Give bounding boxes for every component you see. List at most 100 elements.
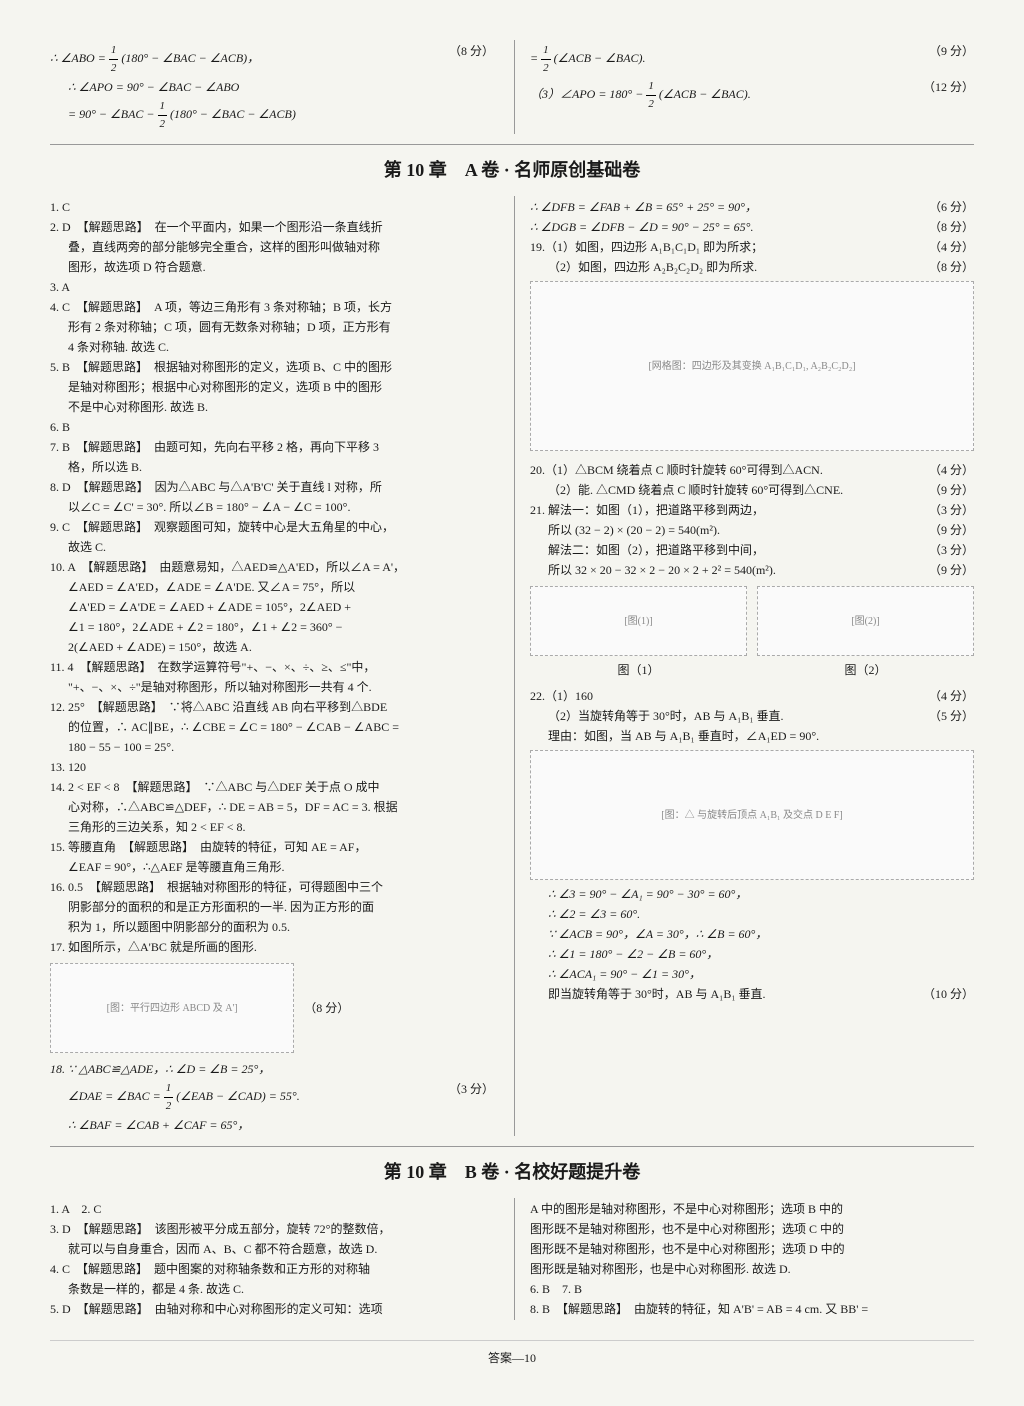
- text: ∴ ∠DGB = ∠DFB − ∠D = 90° − 25° = 65°.: [530, 220, 753, 234]
- den: 2: [109, 60, 119, 77]
- top-carryover: ∴ ∠ABO = 12 (180° − ∠BAC − ∠ACB)， （8 分） …: [50, 40, 974, 145]
- text: (∠ACB − ∠BAC).: [659, 87, 751, 101]
- text: 19.（1）如图，四边形 A₁B₁C₁D₁ 即为所求；: [530, 240, 763, 254]
- answer: 4. C 【解题思路】 A 项，等边三角形有 3 条对称轴；B 项，长方: [50, 298, 494, 316]
- line: 21. 解法一：如图（1），把道路平移到两边， （3 分）: [530, 501, 974, 519]
- text: 20.（1）△BCM 绕着点 C 顺时针旋转 60°可得到△ACN.: [530, 463, 823, 477]
- fraction: 12: [109, 42, 119, 76]
- text: ∴ ∠2 = ∠3 = 60°.: [548, 905, 974, 923]
- text: ∴ ∠1 = 180° − ∠2 − ∠B = 60°，: [548, 945, 974, 963]
- den: 2: [158, 116, 168, 133]
- text: 不是中心对称图形. 故选 B.: [68, 398, 494, 416]
- num: 1: [109, 42, 119, 60]
- score: （9 分）: [929, 42, 974, 60]
- figure-q21-1: [图(1)]: [530, 586, 747, 656]
- text: 是轴对称图形；根据中心对称图形的定义，选项 B 中的图形: [68, 378, 494, 396]
- fraction: 12: [158, 98, 168, 132]
- fraction: 12: [541, 42, 551, 76]
- text: 2(∠AED + ∠ADE) = 150°，故选 A.: [68, 638, 494, 656]
- chapter-a-body: 1. C 2. D 【解题思路】 在一个平面内，如果一个图形沿一条直线折 叠，直…: [50, 196, 974, 1136]
- answer: 3. D 【解题思路】 该图形被平分成五部分，旋转 72°的整数倍，: [50, 1220, 494, 1238]
- answer: 18. ∵ △ABC≌△ADE，∴ ∠D = ∠B = 25°，: [50, 1060, 494, 1078]
- text: (∠ACB − ∠BAC).: [554, 51, 646, 65]
- fraction: 12: [164, 1080, 174, 1114]
- text: 理由：如图，当 AB 与 A₁B₁ 垂直时，∠A₁ED = 90°.: [548, 727, 974, 745]
- text: 就可以与自身重合，因而 A、B、C 都不符合题意，故选 D.: [68, 1240, 494, 1258]
- text: (180° − ∠BAC − ∠ACB)，: [121, 51, 259, 65]
- line: 解法二：如图（2），把道路平移到中间， （3 分）: [548, 541, 974, 559]
- text: 条数是一样的，都是 4 条. 故选 C.: [68, 1280, 494, 1298]
- q21-fig-labels: 图（1） 图（2）: [530, 661, 974, 685]
- figure-q21-2: [图(2)]: [757, 586, 974, 656]
- chapter-a-left: 1. C 2. D 【解题思路】 在一个平面内，如果一个图形沿一条直线折 叠，直…: [50, 196, 494, 1136]
- figure-q17: [图：平行四边形 ABCD 及 A']: [50, 963, 294, 1053]
- text: （2）当旋转角等于 30°时，AB 与 A₁B₁ 垂直.: [548, 709, 784, 723]
- score: （3 分）: [449, 1080, 494, 1098]
- score: （3 分）: [929, 541, 974, 559]
- text: ∠1 = 180°，2∠ADE + ∠2 = 180°，∠1 + ∠2 = 36…: [68, 618, 494, 636]
- q21-figs: [图(1)] [图(2)]: [530, 581, 974, 661]
- text: =: [530, 51, 541, 65]
- answer: 1. A 2. C: [50, 1200, 494, 1218]
- line: ∴ ∠DGB = ∠DFB − ∠D = 90° − 25° = 65°. （8…: [530, 218, 974, 236]
- score: （8 分）: [449, 42, 494, 60]
- text: 的位置，∴ AC∥BE，∴ ∠CBE = ∠C = 180° − ∠CAB − …: [68, 718, 494, 736]
- text: ∴ ∠DFB = ∠FAB + ∠B = 65° + 25° = 90°，: [530, 200, 757, 214]
- line: 所以 32 × 20 − 32 × 2 − 20 × 2 + 2² = 540(…: [548, 561, 974, 579]
- text: ∵ ∠ACB = 90°，∠A = 30°，∴ ∠B = 60°，: [548, 925, 974, 943]
- answer: 13. 120: [50, 758, 494, 776]
- divider: [50, 1146, 974, 1147]
- text: ∠DAE = ∠BAC =: [68, 1089, 164, 1103]
- text: （2）能. △CMD 绕着点 C 顺时针旋转 60°可得到△CNE.: [548, 483, 843, 497]
- text: ∠EAF = 90°，∴△AEF 是等腰直角三角形.: [68, 858, 494, 876]
- text: 叠，直线两旁的部分能够完全重合，这样的图形叫做轴对称: [68, 238, 494, 256]
- score: （9 分）: [929, 521, 974, 539]
- answer: 5. B 【解题思路】 根据轴对称图形的定义，选项 B、C 中的图形: [50, 358, 494, 376]
- line: （3）∠APO = 180° − 12 (∠ACB − ∠BAC). （12 分…: [530, 78, 974, 112]
- text: 格，所以选 B.: [68, 458, 494, 476]
- line: （2）能. △CMD 绕着点 C 顺时针旋转 60°可得到△CNE. （9 分）: [548, 481, 974, 499]
- figure-q19: [网格图：四边形及其变换 A₁B₁C₁D₁, A₂B₂C₂D₂]: [530, 281, 974, 451]
- num: 1: [164, 1080, 174, 1098]
- text: 180 − 55 − 100 = 25°.: [68, 738, 494, 756]
- line: 19.（1）如图，四边形 A₁B₁C₁D₁ 即为所求； （4 分）: [530, 238, 974, 256]
- den: 2: [541, 60, 551, 77]
- answer: 15. 等腰直角 【解题思路】 由旋转的特征，可知 AE = AF，: [50, 838, 494, 856]
- answer: 4. C 【解题思路】 题中图案的对称轴条数和正方形的对称轴: [50, 1260, 494, 1278]
- answer: 1. C: [50, 198, 494, 216]
- text: 三角形的三边关系，知 2 < EF < 8.: [68, 818, 494, 836]
- answer: 2. D 【解题思路】 在一个平面内，如果一个图形沿一条直线折: [50, 218, 494, 236]
- line: ∠DAE = ∠BAC = 12 (∠EAB − ∠CAD) = 55°. （3…: [68, 1080, 494, 1114]
- answer: 6. B: [50, 418, 494, 436]
- text: 图形既不是轴对称图形，也不是中心对称图形；选项 C 中的: [530, 1220, 974, 1238]
- text: 以∠C = ∠C' = 30°. 所以∠B = 180° − ∠A − ∠C =…: [68, 498, 494, 516]
- score: （4 分）: [929, 461, 974, 479]
- text: ∠AED = ∠A'ED，∠ADE = ∠A'DE. 又∠A = 75°，所以: [68, 578, 494, 596]
- score: （10 分）: [923, 985, 974, 1003]
- text: （2）如图，四边形 A₂B₂C₂D₂ 即为所求.: [548, 260, 757, 274]
- num: 1: [158, 98, 168, 116]
- text: 心对称，∴△ABC≌△DEF，∴ DE = AB = 5，DF = AC = 3…: [68, 798, 494, 816]
- text: 22.（1）160: [530, 689, 593, 703]
- answer: 8. D 【解题思路】 因为△ABC 与△A'B'C' 关于直线 l 对称，所: [50, 478, 494, 496]
- chapter-a-right: ∴ ∠DFB = ∠FAB + ∠B = 65° + 25° = 90°， （6…: [514, 196, 974, 1136]
- answer: 3. A: [50, 278, 494, 296]
- q17-fig-row: [图：平行四边形 ABCD 及 A'] （8 分）: [50, 958, 494, 1058]
- score: （9 分）: [929, 561, 974, 579]
- den: 2: [164, 1098, 174, 1115]
- answer: 14. 2 < EF < 8 【解题思路】 ∵△ABC 与△DEF 关于点 O …: [50, 778, 494, 796]
- fig-label: 图（1）: [530, 661, 747, 679]
- answer: 12. 25° 【解题思路】 ∵将△ABC 沿直线 AB 向右平移到△BDE: [50, 698, 494, 716]
- text: ∴ ∠BAF = ∠CAB + ∠CAF = 65°，: [68, 1116, 494, 1134]
- text: ∴ ∠ABO =: [50, 51, 109, 65]
- text: 图形，故选项 D 符合题意.: [68, 258, 494, 276]
- num: 1: [541, 42, 551, 60]
- answer: 16. 0.5 【解题思路】 根据轴对称图形的特征，可得题图中三个: [50, 878, 494, 896]
- text: "+、−、×、÷"是轴对称图形，所以轴对称图形一共有 4 个.: [68, 678, 494, 696]
- answer: 7. B 【解题思路】 由题可知，先向右平移 2 格，再向下平移 3: [50, 438, 494, 456]
- line: 所以 (32 − 2) × (20 − 2) = 540(m²). （9 分）: [548, 521, 974, 539]
- text: = 90° − ∠BAC −: [68, 107, 158, 121]
- score: （8 分）: [304, 999, 349, 1017]
- fig-label: 图（2）: [757, 661, 974, 679]
- text: 故选 C.: [68, 538, 494, 556]
